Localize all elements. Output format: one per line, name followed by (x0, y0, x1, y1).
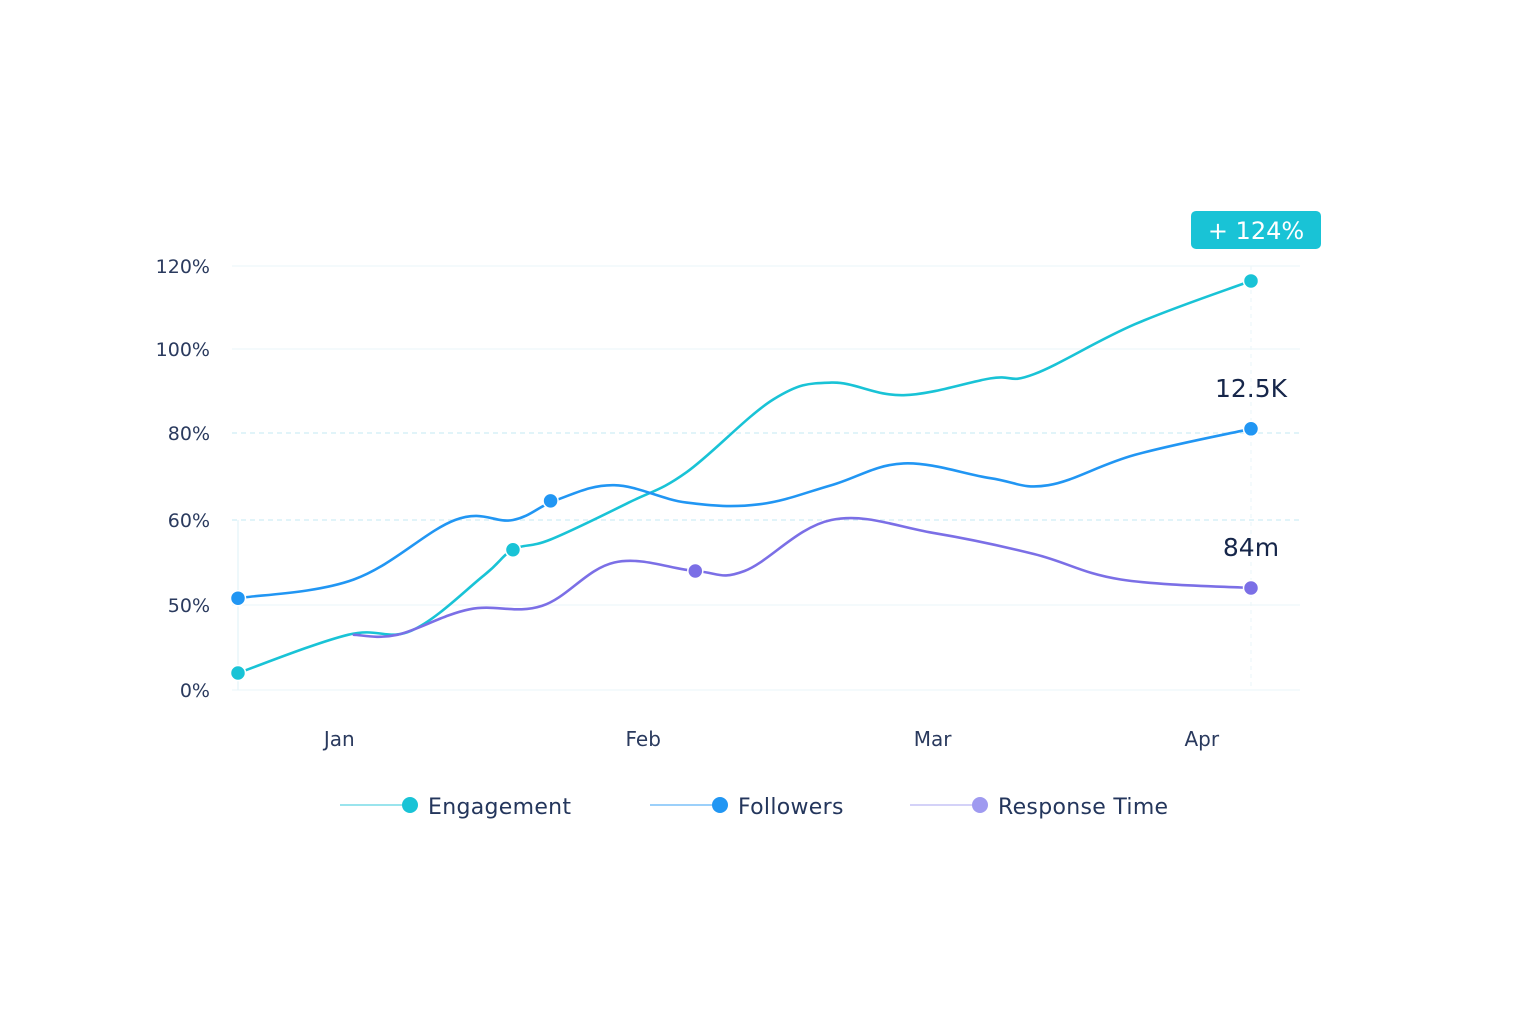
change-badge-text: + 124% (1208, 217, 1304, 245)
series-group (236, 279, 1253, 675)
x-tick-label: Feb (625, 727, 660, 751)
data-point-followers[interactable] (229, 589, 247, 607)
value-label-followers: 12.5K (1215, 374, 1288, 403)
x-tick-label: Mar (914, 727, 953, 751)
legend: Engagement Followers Response Time (340, 795, 1168, 820)
y-tick-label: 120% (156, 256, 210, 278)
y-tick-label: 0% (180, 680, 210, 702)
y-axis: 0% 50% 60% 80% 100% 120% (156, 256, 210, 702)
series-line-response-time (352, 516, 1253, 639)
x-tick-label: Jan (322, 727, 355, 751)
data-point-engagement[interactable] (504, 541, 522, 558)
legend-swatch (972, 797, 988, 813)
legend-label-engagement: Engagement (428, 795, 571, 820)
y-tick-label: 100% (156, 339, 210, 361)
x-axis: Jan Feb Mar Apr (322, 727, 1220, 751)
legend-label-followers: Followers (738, 795, 844, 820)
legend-label-response-time: Response Time (998, 795, 1168, 820)
legend-swatch (712, 797, 728, 813)
series-line-followers (236, 427, 1253, 600)
data-point-followers[interactable] (1242, 420, 1260, 438)
grid (232, 265, 1300, 691)
x-tick-label: Apr (1184, 727, 1219, 751)
legend-swatch (402, 797, 418, 813)
data-point-engagement[interactable] (1242, 272, 1260, 290)
y-tick-label: 60% (168, 510, 210, 532)
series-line-engagement (236, 279, 1253, 675)
annotations: + 124% 12.5K 84m (1191, 210, 1321, 562)
data-point-followers[interactable] (542, 492, 559, 510)
y-tick-label: 80% (168, 423, 210, 445)
value-label-response-time: 84m (1223, 533, 1279, 562)
change-badge (1191, 210, 1321, 249)
y-tick-label: 50% (168, 595, 210, 617)
data-point-response-time[interactable] (1242, 579, 1260, 597)
markers-group (229, 272, 1260, 682)
data-point-engagement[interactable] (229, 664, 247, 682)
data-point-response-time[interactable] (687, 562, 704, 580)
